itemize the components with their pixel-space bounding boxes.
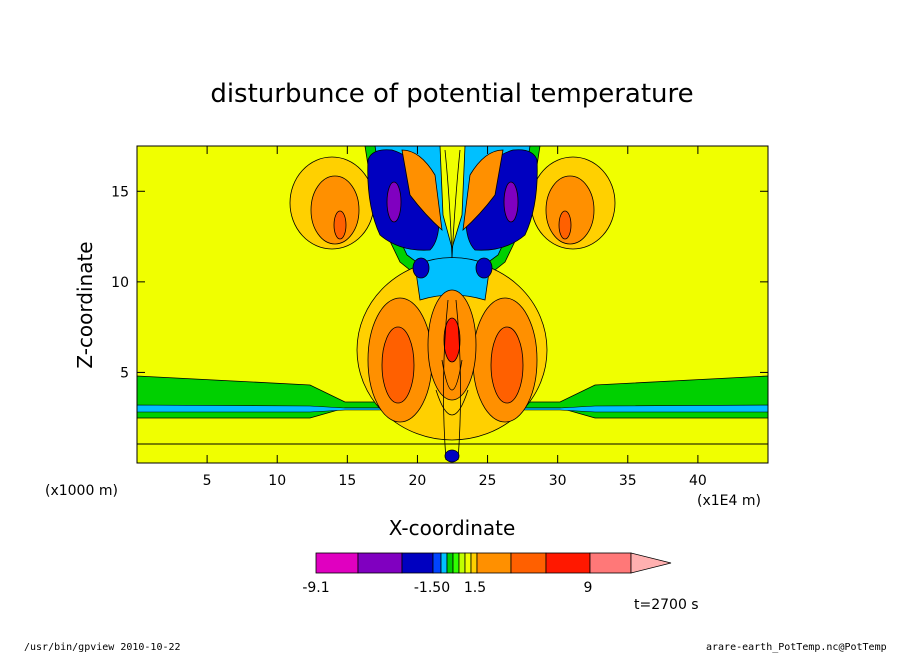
x-tick-label: 15 xyxy=(338,473,356,489)
colorbar-segment xyxy=(452,552,460,574)
colorbar-segment xyxy=(589,552,632,574)
contour-lobe-right-core xyxy=(558,210,572,240)
footer-right: arare-earth_PotTemp.nc@PotTemp xyxy=(706,642,887,653)
contour-field xyxy=(137,146,768,463)
contour-upper-right-purple xyxy=(503,181,519,223)
y-axis: 5 10 15 xyxy=(111,184,768,381)
contour-upper-left-purple xyxy=(386,181,402,223)
y-tick-label: 15 xyxy=(111,184,129,200)
contour-center-core xyxy=(443,317,461,363)
x-units-left: (x1000 m) xyxy=(45,483,118,499)
contour-lobe-left-mid xyxy=(310,175,360,245)
footer-left: /usr/bin/gpview 2010-10-22 xyxy=(24,642,181,653)
chart-title: disturbunce of potential temperature xyxy=(210,79,693,109)
contour-upper-center-yellow xyxy=(439,146,466,250)
x-tick-label: 10 xyxy=(268,473,286,489)
colorbar-extend-arrow xyxy=(630,552,672,574)
contour-upper-center-right xyxy=(462,149,504,232)
x-axis: 5 10 15 20 25 30 35 40 xyxy=(203,146,707,489)
contour-lower-left-core xyxy=(381,326,415,404)
x-tick-label: 5 xyxy=(203,473,212,489)
x-tick-label: 35 xyxy=(619,473,637,489)
contour-lobe-left-core xyxy=(333,210,347,240)
contour-dense-lines xyxy=(435,149,469,461)
contour-lobe-right-mid xyxy=(545,175,595,245)
y-axis-label: Z-coordinate xyxy=(73,241,97,368)
plot-area xyxy=(136,145,769,464)
colorbar-segment xyxy=(446,552,454,574)
colorbar-segment xyxy=(464,552,472,574)
colorbar xyxy=(315,552,672,574)
contour-bottom-blue xyxy=(444,449,460,463)
colorbar-segment xyxy=(315,552,359,574)
colorbar-segment xyxy=(476,552,512,574)
colorbar-label-3: 9 xyxy=(584,580,593,596)
colorbar-segment xyxy=(357,552,403,574)
x-tick-label: 30 xyxy=(549,473,567,489)
colorbar-segment xyxy=(401,552,434,574)
colorbar-segment xyxy=(510,552,547,574)
colorbar-segment xyxy=(470,552,478,574)
contour-mid-left-blue xyxy=(412,257,430,279)
x-tick-label: 20 xyxy=(409,473,427,489)
x-tick-label: 40 xyxy=(689,473,707,489)
plot-frame xyxy=(136,145,769,464)
contour-mid-right-blue xyxy=(475,257,493,279)
contour-lower-right-core xyxy=(490,326,524,404)
colorbar-label-1: -1.50 xyxy=(414,580,450,596)
x-axis-label: X-coordinate xyxy=(389,516,516,540)
colorbar-label-0: -9.1 xyxy=(302,580,329,596)
y-tick-label: 10 xyxy=(111,275,129,291)
colorbar-segment xyxy=(440,552,448,574)
time-label: t=2700 s xyxy=(634,597,699,613)
colorbar-segment xyxy=(432,552,442,574)
colorbar-segment xyxy=(458,552,466,574)
colorbar-label-2: 1.5 xyxy=(464,580,486,596)
y-tick-label: 5 xyxy=(120,365,129,381)
x-tick-label: 25 xyxy=(479,473,497,489)
colorbar-segment xyxy=(545,552,591,574)
contour-upper-center-left xyxy=(401,149,443,232)
x-units-right: (x1E4 m) xyxy=(697,493,761,509)
contour-mid-cyan xyxy=(414,257,491,301)
